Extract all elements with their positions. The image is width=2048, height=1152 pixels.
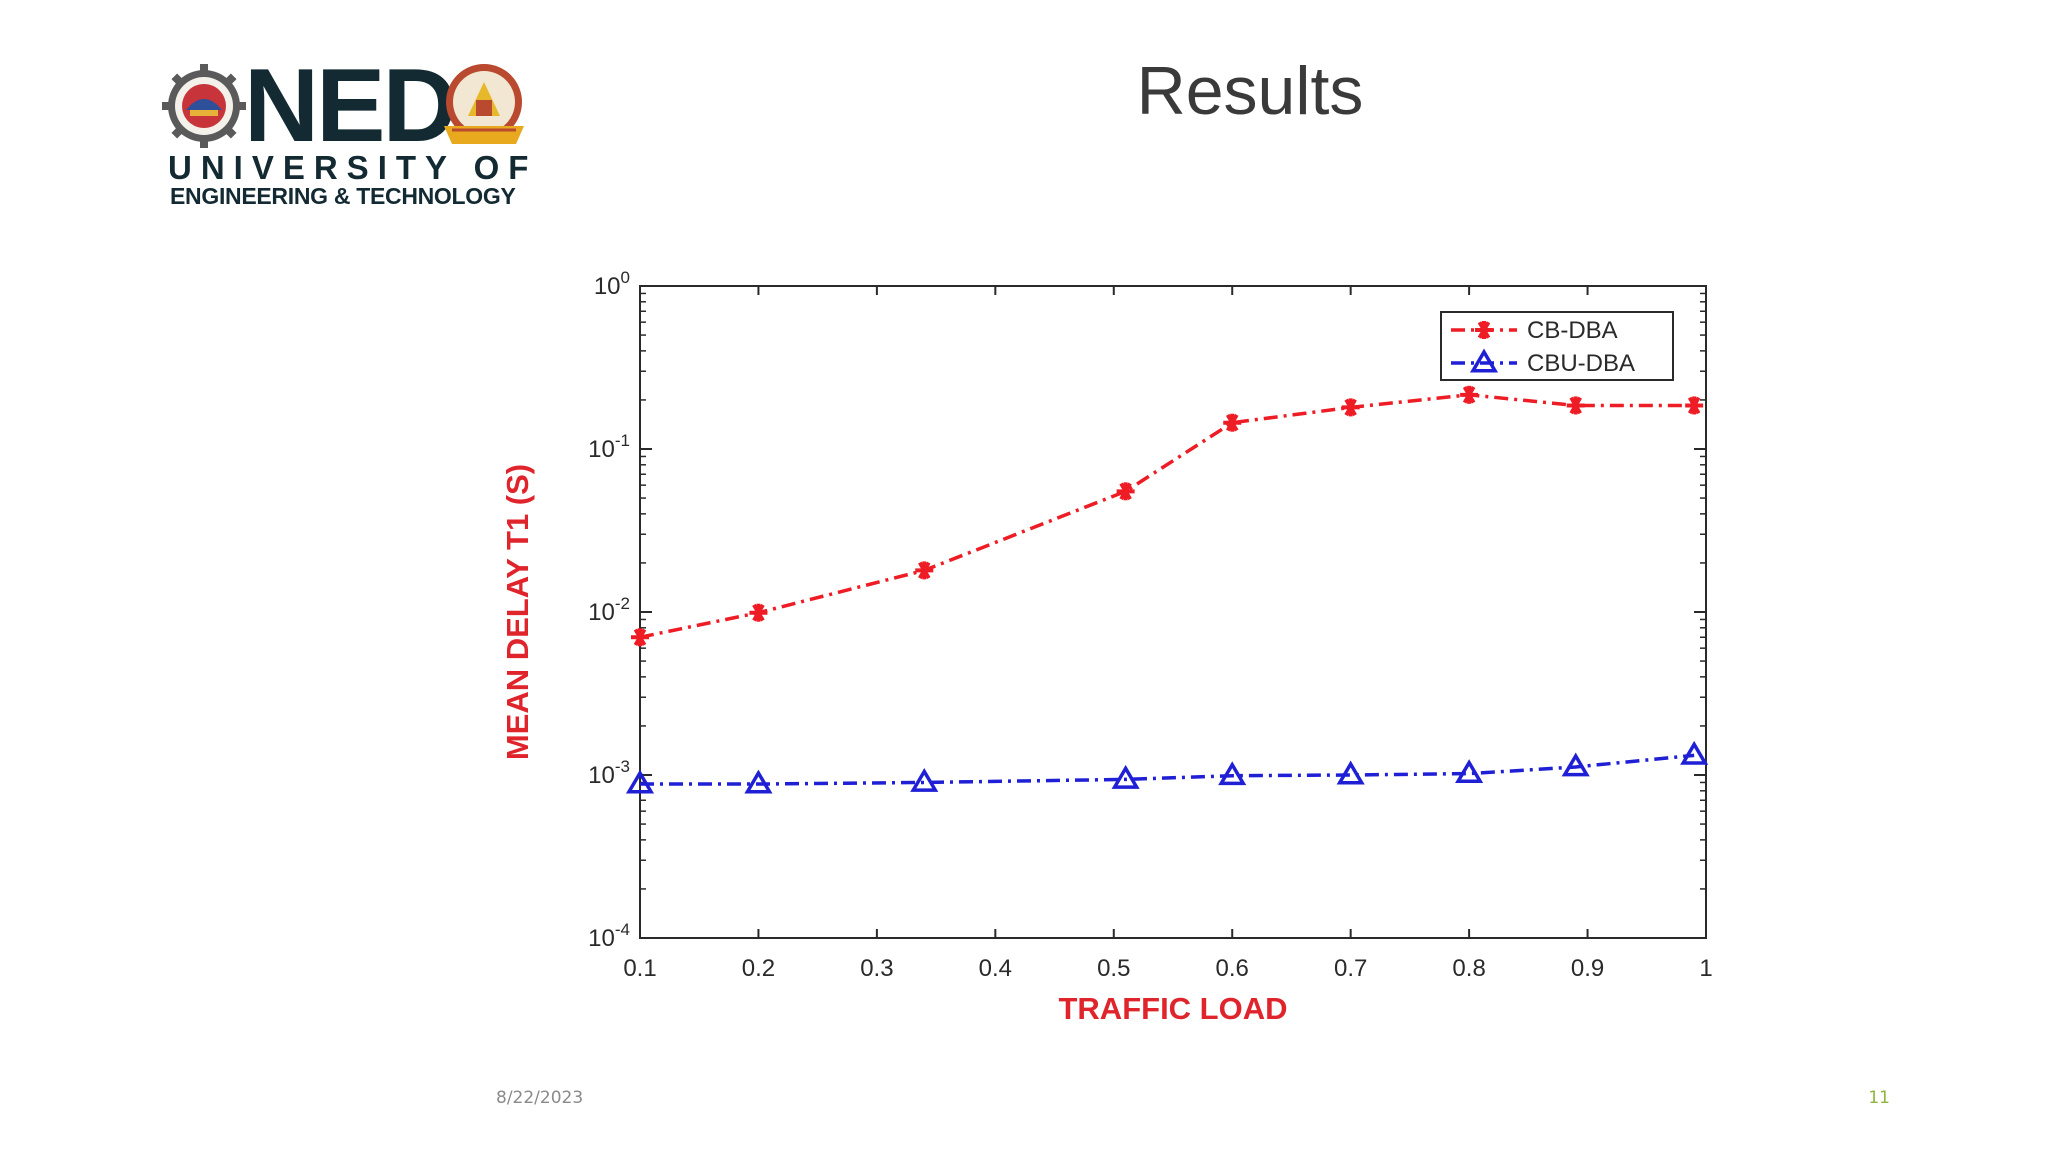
legend-marker [1469,348,1499,373]
y-tick-label: 100 [594,268,630,300]
y-tick-label: 10-2 [588,594,630,626]
x-tick-label: 0.7 [1334,955,1367,982]
series-layer [625,385,1709,794]
data-point-cb-dba [1116,482,1135,501]
data-point-cbu-dba [1218,761,1247,786]
legend-label: CB-DBA [1527,317,1618,344]
slide-title: Results [1136,53,1364,129]
data-point-cbu-dba [1680,740,1709,765]
x-axis-ticks: 0.1 0.2 0.3 0.4 0.5 0.6 0.7 0.8 0.9 1 [623,286,1713,982]
crest-seal-icon [444,64,524,144]
y-tick-label: 10-3 [588,757,630,789]
x-tick-label: 0.9 [1571,955,1604,982]
data-point-cb-dba [1460,385,1479,404]
legend-marker [1475,321,1493,339]
footer-date: 8/22/2023 [496,1088,584,1108]
legend: CB-DBA CBU-DBA [1440,311,1674,381]
x-tick-label: 0.2 [742,955,775,982]
y-axis-label: MEAN DELAY T1 (S) [500,464,535,760]
data-point-cbu-dba [1111,764,1140,789]
logo-engineering-line: ENGINEERING & TECHNOLOGY [170,183,516,209]
university-logo: NED UNIVERSITY OF ENGINEERING & TECHNOLO… [160,48,540,216]
data-point-cb-dba [1341,398,1360,417]
data-point-cb-dba [1223,413,1242,432]
data-point-cb-dba [1566,396,1585,415]
logo-ned-text: NED [244,48,458,164]
y-tick-label: 10-1 [588,431,630,463]
data-point-cbu-dba [1561,752,1590,777]
gear-seal-icon [162,64,246,148]
series-line-cbu-dba [640,753,1695,786]
footer-page-number: 11 [1868,1088,1890,1108]
delay-vs-load-chart: 0.1 0.2 0.3 0.4 0.5 0.6 0.7 0.8 0.9 1 10-410-310-… [500,268,1713,1026]
x-tick-label: 0.4 [979,955,1012,982]
x-tick-label: 1 [1699,955,1712,982]
data-point-cb-dba [749,603,768,622]
data-point-cb-dba [915,561,934,580]
data-point-cbu-dba [744,769,773,794]
x-tick-label: 0.5 [1097,955,1130,982]
x-tick-label: 0.6 [1216,955,1249,982]
legend-label: CBU-DBA [1527,350,1635,377]
data-point-cbu-dba [1336,760,1365,785]
x-tick-label: 0.1 [623,955,656,982]
series-line-cb-dba [639,393,1695,639]
x-axis-label: TRAFFIC LOAD [1058,991,1287,1026]
x-tick-label: 0.8 [1452,955,1485,982]
logo-university-line: UNIVERSITY OF [168,149,538,186]
plot-area [639,285,1707,939]
x-tick-label: 0.3 [860,955,893,982]
data-point-cbu-dba [910,768,939,792]
data-point-cb-dba [1685,396,1704,415]
data-point-cbu-dba [625,769,655,794]
data-point-cbu-dba [1455,759,1484,784]
y-tick-label: 10-4 [588,920,630,952]
y-axis-ticks: 10-4 10-3 10-2 10-1 100 [588,268,1706,952]
legend-entries: CB-DBA CBU-DBA [1451,317,1635,377]
data-point-cb-dba [631,628,649,647]
